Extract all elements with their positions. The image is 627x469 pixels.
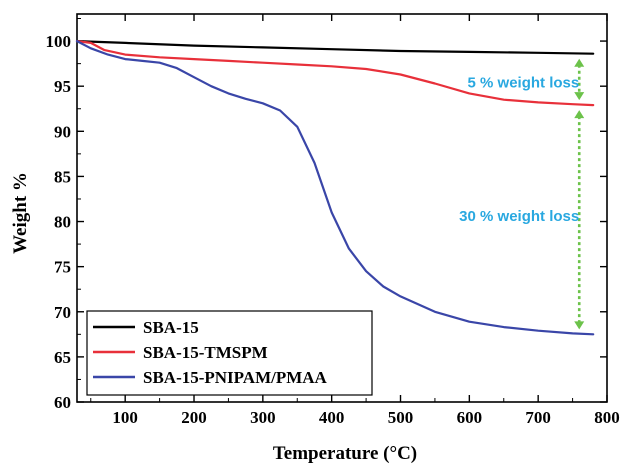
y-tick-label: 100 bbox=[46, 32, 72, 51]
series-line-1 bbox=[75, 39, 595, 55]
x-axis-label: Temperature (°C) bbox=[273, 443, 417, 464]
x-tick-label: 300 bbox=[250, 408, 276, 427]
annotation-arrowhead-bottom bbox=[574, 321, 585, 330]
y-tick-label: 95 bbox=[54, 77, 71, 96]
y-tick-label: 80 bbox=[54, 213, 71, 232]
x-tick-label: 600 bbox=[457, 408, 483, 427]
annotation-arrowhead-top bbox=[574, 110, 585, 119]
legend-label-1: SBA-15 bbox=[143, 318, 199, 337]
y-tick-label: 65 bbox=[54, 348, 71, 367]
plot-frame bbox=[76, 13, 608, 403]
y-axis-label: Weight % bbox=[10, 172, 31, 254]
x-tick-label: 100 bbox=[112, 408, 138, 427]
y-tick-label: 85 bbox=[54, 167, 71, 186]
x-tick-label: 400 bbox=[319, 408, 345, 427]
legend-label-3: SBA-15-PNIPAM/PMAA bbox=[143, 368, 328, 387]
y-tick-label: 60 bbox=[54, 393, 71, 412]
x-tick-label: 200 bbox=[181, 408, 207, 427]
annotation-label-1: 5 % weight loss bbox=[468, 75, 580, 92]
series-line-3 bbox=[75, 39, 595, 336]
y-tick-label: 75 bbox=[54, 258, 71, 277]
series-line-2 bbox=[75, 39, 595, 107]
annotation-label-2: 30 % weight loss bbox=[459, 208, 579, 225]
y-tick-label: 90 bbox=[54, 122, 71, 141]
annotation-arrowhead-bottom bbox=[574, 92, 585, 101]
annotation-arrowhead-top bbox=[574, 58, 585, 67]
x-tick-label: 800 bbox=[594, 408, 620, 427]
y-tick-label: 70 bbox=[54, 303, 71, 322]
x-tick-label: 500 bbox=[388, 408, 414, 427]
legend-label-2: SBA-15-TMSPM bbox=[143, 343, 268, 362]
x-tick-label: 700 bbox=[525, 408, 551, 427]
